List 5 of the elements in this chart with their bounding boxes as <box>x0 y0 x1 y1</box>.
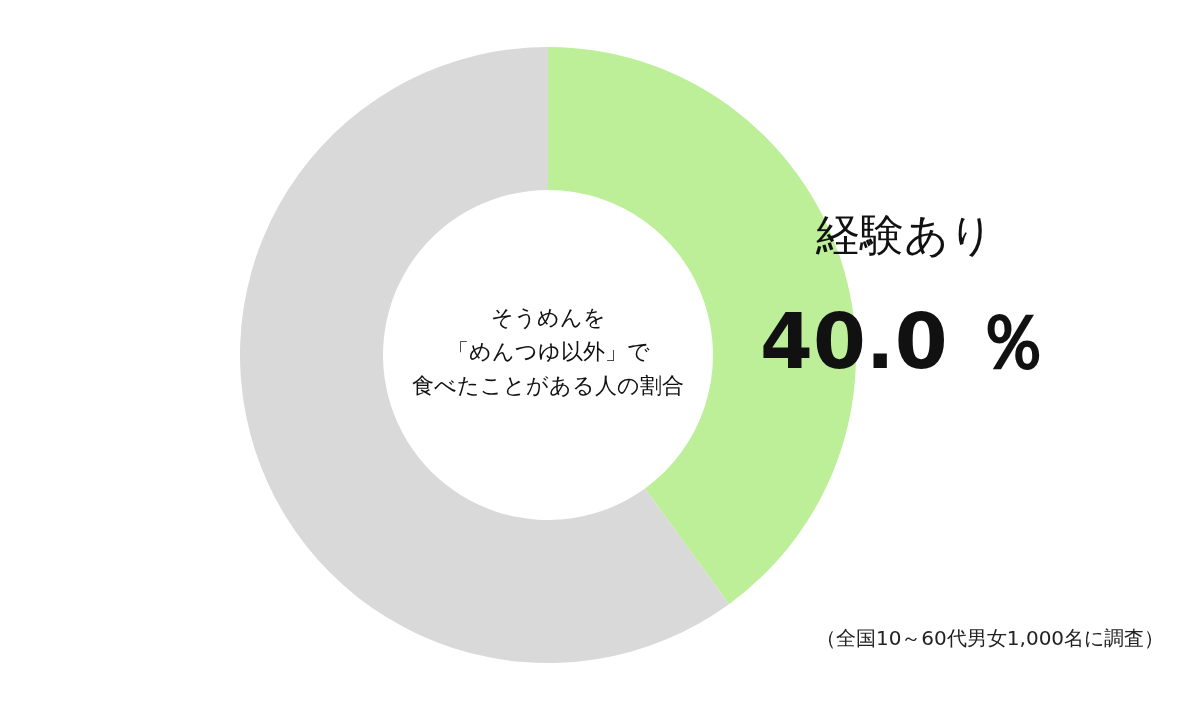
text: （全国10～60代男女1,000名に調査） <box>815 626 1165 650</box>
slice-label: 経験あり <box>815 209 994 260</box>
data-label: 40.0 ％ <box>760 297 1050 386</box>
text: そうめんを「めんつゆ以外」で食べたことがある人の割合 <box>412 305 684 398</box>
donut-slice <box>240 47 730 663</box>
